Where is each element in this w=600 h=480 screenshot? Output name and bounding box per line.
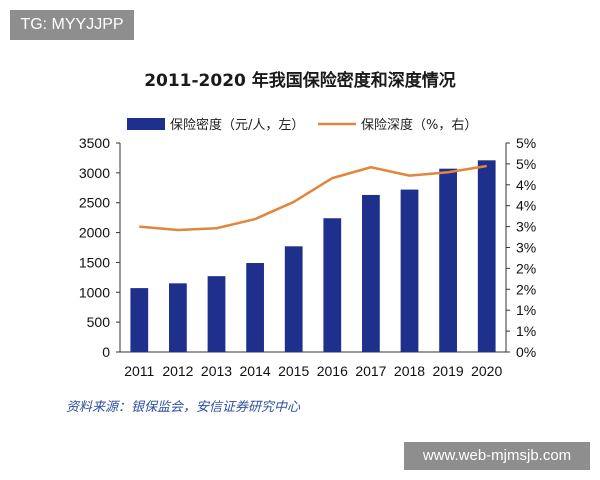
axes: 0 500 1000 1500 2000 2500 3000 3500 0% 1% 1% 2% 2% 3%… [79, 135, 536, 379]
y-left-tick-label: 500 [87, 314, 111, 330]
y-right-tick-label: 3% [516, 219, 536, 235]
x-tick-label: 2020 [471, 363, 502, 379]
legend-label-density: 保险密度（元/人，左） [170, 117, 304, 133]
x-tick-label: 2018 [394, 363, 425, 379]
y-right-tick-label: 5% [516, 156, 536, 172]
y-right-tick-label: 5% [516, 135, 536, 151]
watermark-url: www.web-mjmsjb.com [404, 442, 590, 470]
density-bar [400, 189, 419, 352]
y-left-tick-label: 0 [102, 344, 110, 360]
y-left-tick-label: 3500 [79, 135, 110, 151]
bar-series [130, 160, 496, 352]
y-left-tick-label: 1000 [79, 284, 110, 300]
line-series [139, 164, 487, 232]
x-tick-label: 2019 [433, 363, 464, 379]
y-right-tick-label: 3% [516, 240, 536, 256]
y-left-tick-label: 2000 [79, 225, 110, 241]
x-tick-label: 2013 [201, 363, 232, 379]
source-note: 资料来源：银保监会，安信证券研究中心 [66, 400, 301, 415]
density-bar [439, 168, 457, 352]
y-right-tick-label: 2% [516, 281, 536, 297]
density-bar [323, 218, 342, 352]
y-right-tick-label: 0% [516, 344, 536, 360]
watermark-tag: TG: MYYJJPP [10, 10, 134, 40]
y-left-tick-label: 3000 [79, 165, 110, 181]
density-bar [130, 288, 149, 352]
legend: 保险密度（元/人，左） 保险深度（%，右） [127, 117, 477, 133]
density-bar [169, 283, 187, 352]
density-bar [362, 194, 380, 352]
x-tick-label: 2011 [124, 363, 154, 379]
y-left-tick-label: 1500 [79, 254, 110, 270]
x-tick-label: 2017 [355, 363, 386, 379]
x-tick-label: 2012 [162, 363, 193, 379]
legend-label-depth: 保险深度（%，右） [361, 117, 477, 133]
y-right-tick-label: 4% [516, 177, 536, 193]
y-left-tick-label: 2500 [79, 195, 110, 211]
density-bar [477, 160, 496, 352]
density-bar [284, 246, 303, 352]
x-tick-label: 2016 [317, 363, 348, 379]
x-tick-label: 2015 [278, 363, 309, 379]
y-right-tick-label: 1% [516, 323, 536, 339]
y-right-tick-label: 4% [516, 198, 536, 214]
density-bar [207, 276, 226, 352]
density-bar [246, 263, 264, 352]
y-right-tick-label: 2% [516, 260, 536, 276]
y-right-tick-label: 1% [516, 302, 536, 318]
legend-swatch-density [127, 118, 165, 130]
x-tick-label: 2014 [240, 363, 271, 379]
depth-line [139, 164, 487, 232]
chart-title: 2011-2020 年我国保险密度和深度情况 [144, 71, 456, 91]
